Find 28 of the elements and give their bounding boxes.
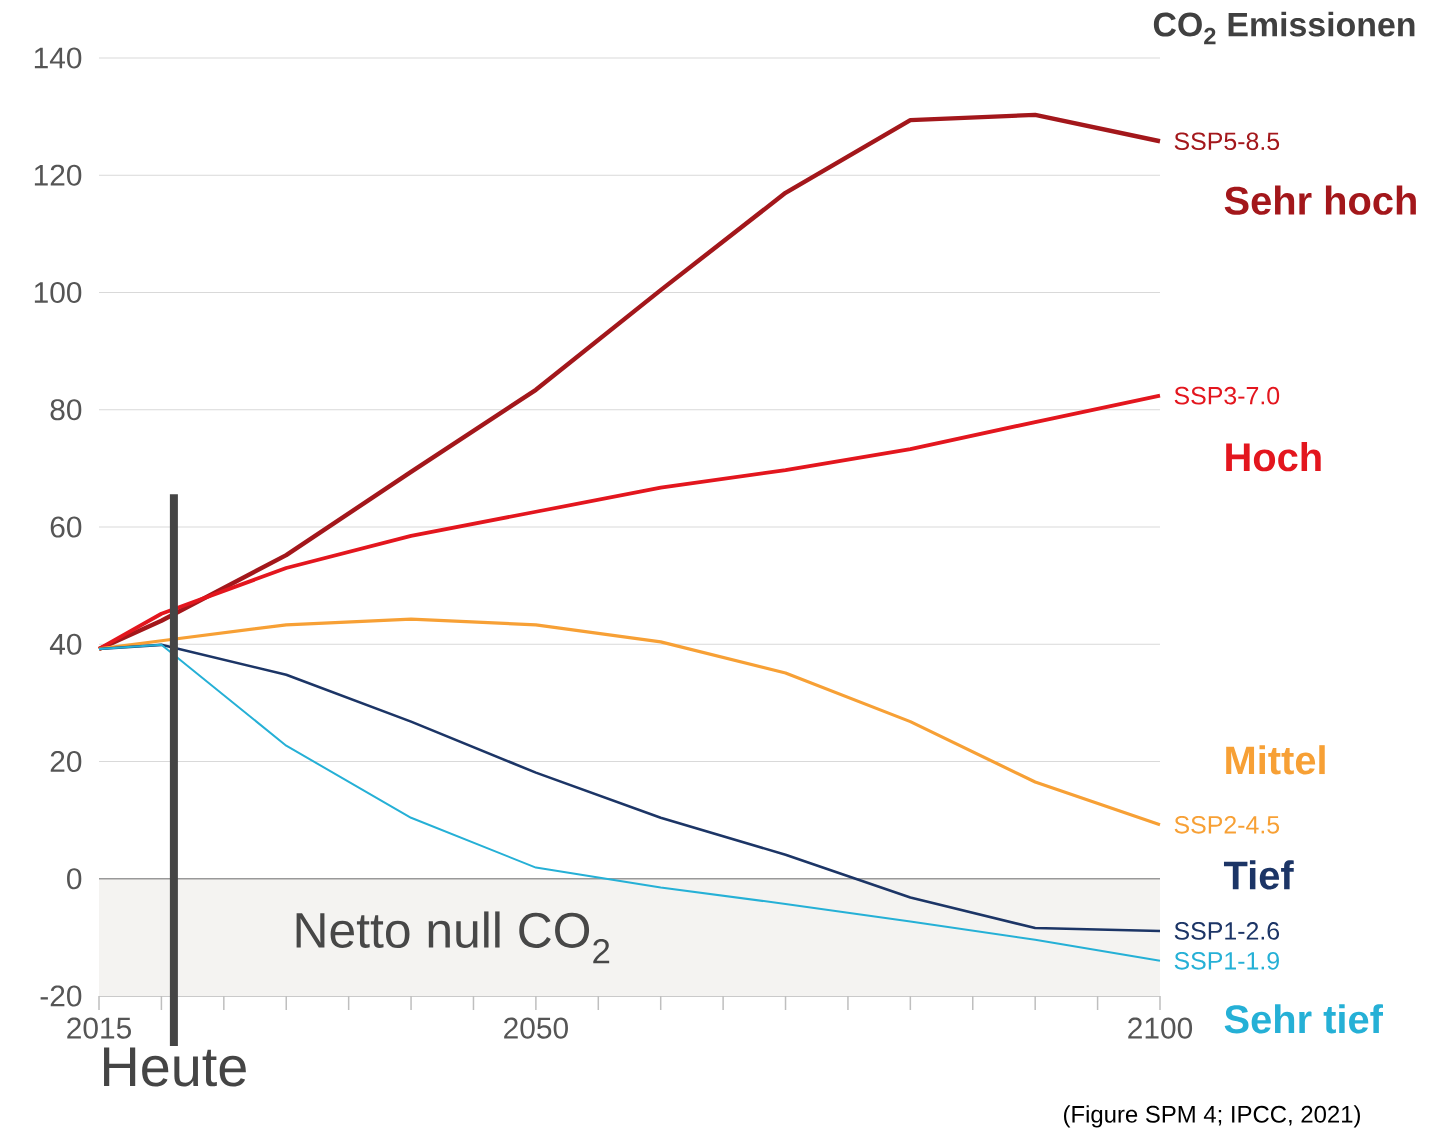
text: Sehr hoch <box>1224 185 1416 215</box>
series-label: SSP2-4.5 <box>1174 816 1280 834</box>
line-series <box>97 617 1162 827</box>
y-tick-label: 20 <box>50 750 82 773</box>
band-label: Netto null CO$_{2}$ <box>296 911 610 964</box>
text: Sehr tief <box>1224 1004 1383 1034</box>
y-tick-label: 100 <box>34 281 82 304</box>
y-tick-label: 0 <box>67 868 82 890</box>
x-tick-label: 2100 <box>1128 1017 1193 1039</box>
y-tick-label: 120 <box>34 164 82 186</box>
series-label: SSP3-7.0 <box>1174 386 1280 405</box>
text: Mittel <box>1226 745 1325 775</box>
y-tick-label: 80 <box>50 399 82 421</box>
x-tick-label: 2050 <box>504 1017 568 1039</box>
series-label: SSP1-2.6 <box>1174 922 1280 940</box>
series-label: SSP5-8.5 <box>1174 132 1280 151</box>
y-tick-label: -20 <box>40 985 82 1007</box>
line-series <box>97 393 1162 651</box>
series-label: SSP1-1.9 <box>1174 952 1279 970</box>
y-tick-label: 60 <box>50 516 82 538</box>
x-tick-label: 2015 <box>67 1017 131 1039</box>
y-tick-label: 140 <box>34 47 82 69</box>
text: (Figure SPM 4; IPCC, 2021) <box>1063 1105 1360 1128</box>
text: Tief <box>1223 860 1294 890</box>
text: Hoch <box>1226 442 1321 472</box>
y-tick-label: 40 <box>49 633 82 655</box>
ref-line-label: Heute <box>104 1047 246 1087</box>
text: CO$_{2}$ Emissionen <box>1153 11 1415 45</box>
